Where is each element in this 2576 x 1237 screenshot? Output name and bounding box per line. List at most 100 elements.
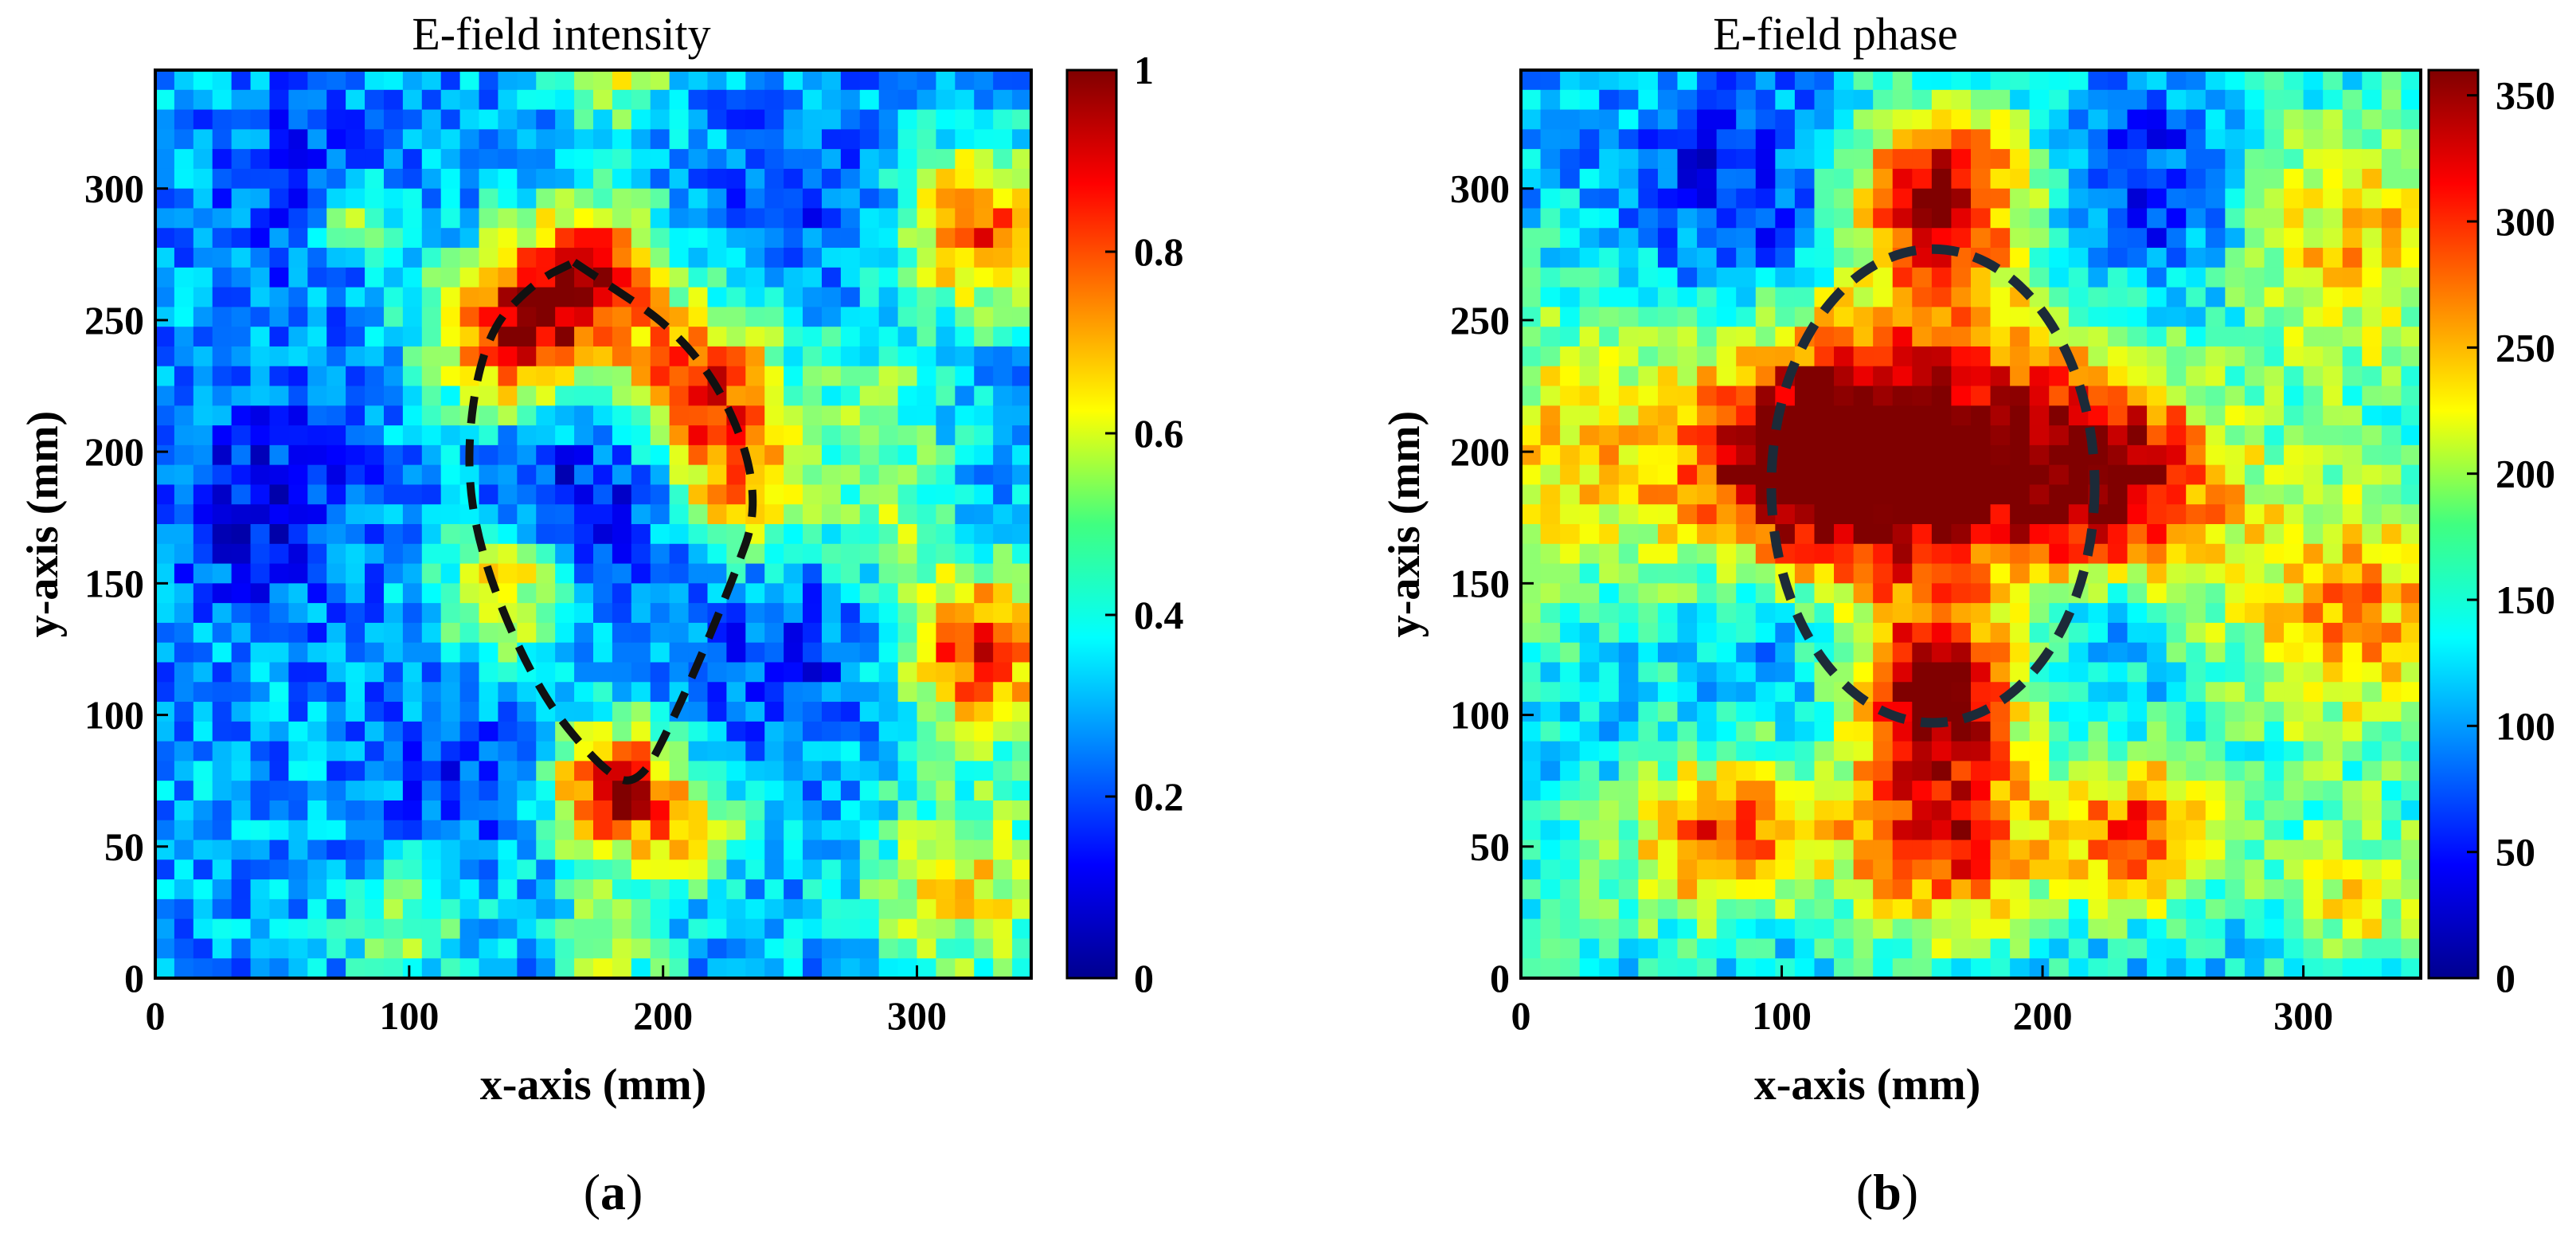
heatmap-cell [2244,702,2265,722]
heatmap-cell [1657,800,1679,821]
heatmap-cell [955,149,975,170]
heatmap-cell [346,682,365,703]
heatmap-cell [2323,800,2343,821]
heatmap-cell [2049,662,2070,683]
heatmap-cell [2362,366,2383,387]
heatmap-cell [2323,425,2343,446]
heatmap-cell [1990,642,2011,664]
heatmap-cell [1012,840,1032,861]
heatmap-cell [193,543,213,565]
heatmap-cell [193,70,213,91]
heatmap-cell [1697,386,1718,407]
heatmap-cell [421,741,442,762]
heatmap-cell [650,524,670,545]
heatmap-cell [784,267,803,288]
heatmap-cell [1677,386,1698,407]
heatmap-cell [784,800,803,821]
heatmap-cell [803,484,823,506]
heatmap-cell [212,898,233,920]
heatmap-cell [2010,464,2031,486]
heatmap-cell [1697,129,1718,150]
heatmap-cell [1540,642,1561,664]
heatmap-cell [269,583,290,604]
heatmap-cell [2205,70,2226,91]
heatmap-cell [402,702,423,722]
heatmap-cell [2107,89,2128,111]
heatmap-cell [1540,543,1561,565]
heatmap-cell [1521,346,1542,367]
heatmap-cell [1677,761,1698,781]
heatmap-cell [326,918,346,940]
heatmap-cell [688,168,709,190]
heatmap-cell [2381,425,2402,446]
heatmap-cell [1638,405,1659,426]
heatmap-cell [212,918,233,940]
heatmap-cell [1736,484,1757,506]
heatmap-cell [498,484,518,506]
heatmap-cell [365,800,385,821]
heatmap-cell [840,524,861,545]
heatmap-cell [955,859,975,880]
heatmap-cell [955,228,975,249]
heatmap-cell [1638,898,1659,920]
x-tick-label: 100 [379,993,439,1038]
heatmap-cell [784,129,803,150]
heatmap-cell [955,109,975,131]
heatmap-cell [193,898,213,920]
heatmap-cell [726,682,747,703]
heatmap-cell [2186,702,2207,722]
heatmap-cell [1618,287,1640,308]
heatmap-cell [288,267,309,288]
heatmap-cell [383,464,404,486]
heatmap-cell [2284,484,2304,506]
heatmap-cell [650,958,670,979]
heatmap-cell [459,918,480,940]
heatmap-cell [1657,386,1679,407]
heatmap-cell [1971,642,1992,664]
heatmap-cell [2205,89,2226,111]
heatmap-cell [1951,346,1972,367]
heatmap-cell [993,149,1013,170]
heatmap-cell [631,840,651,861]
heatmap-cell [2323,149,2343,170]
heatmap-cell [174,741,194,762]
heatmap-cell [2029,327,2050,347]
heatmap-cell [1677,228,1698,249]
heatmap-cell [326,208,346,229]
heatmap-cell [250,109,271,131]
heatmap-cell [955,603,975,624]
heatmap-cell [1794,228,1816,249]
heatmap-cell [326,800,346,821]
heatmap-cell [1560,89,1581,111]
heatmap-cell [1579,938,1601,960]
heatmap-cell [2303,504,2324,525]
heatmap-cell [2362,622,2383,644]
heatmap-cell [1971,622,1992,644]
heatmap-cell [2264,228,2285,249]
heatmap-cell [440,800,461,821]
heatmap-cell [1579,149,1601,170]
heatmap-cell [536,228,556,249]
heatmap-cell [1716,840,1738,861]
heatmap-cell [803,346,823,367]
heatmap-cell [2107,149,2128,170]
heatmap-cell [955,721,975,742]
heatmap-cell [498,879,518,900]
heatmap-cell [250,859,271,880]
heatmap-cell [840,386,861,407]
heatmap-cell [1618,563,1640,585]
heatmap-cell [1716,228,1738,249]
heatmap-cell [2244,484,2265,506]
heatmap-cell [326,109,346,131]
panel-b-plot-frame [1519,69,2422,980]
heatmap-cell [1579,662,1601,683]
heatmap-cell [307,425,328,446]
heatmap-cell [2107,228,2128,249]
heatmap-cell [307,840,328,861]
heatmap-cell [1853,504,1874,525]
heatmap-cell [498,682,518,703]
heatmap-cell [307,603,328,624]
heatmap-cell [536,70,556,91]
heatmap-cell [1638,366,1659,387]
heatmap-cell [1599,109,1620,131]
